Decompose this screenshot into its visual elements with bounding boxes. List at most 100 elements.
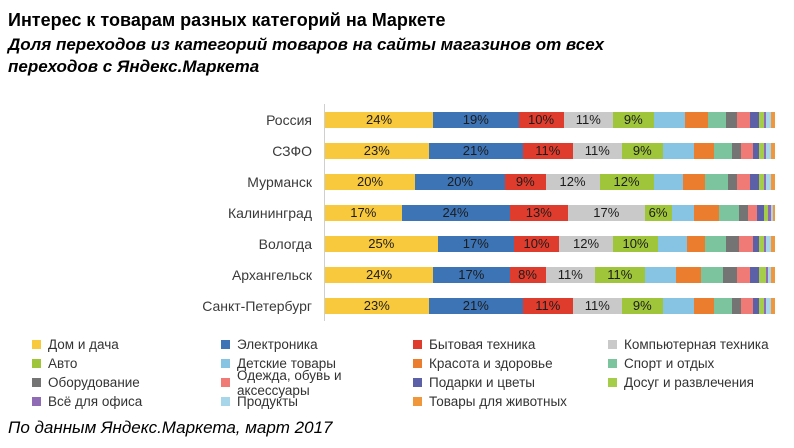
chart-row: Калининград 17% 24% 13% 17% 6% [8, 197, 784, 228]
legend-label: Всё для офиса [48, 394, 143, 409]
stacked-bar: 23% 21% 11% 11% 9% [325, 297, 775, 314]
bar-segment [739, 204, 748, 221]
legend-label: Авто [48, 356, 78, 371]
bar-segment [766, 266, 769, 283]
bar-segment: 21% [428, 142, 523, 159]
legend-item: Электроника [221, 335, 413, 354]
bar-segment: 11% [595, 266, 645, 283]
bar-axis-area: 17% 24% 13% 17% 6% [324, 197, 777, 228]
bar-segment [770, 297, 775, 314]
bar-axis-area: 23% 21% 11% 11% 9% [324, 290, 777, 321]
bar-segment: 23% [325, 142, 429, 159]
bar-segment [759, 142, 764, 159]
bar-segment: 9% [613, 111, 654, 128]
bar-segment: 9% [622, 297, 663, 314]
bar-segment [752, 235, 760, 252]
bar-segment [763, 111, 766, 128]
bar-segment [752, 297, 760, 314]
bar-segment [653, 173, 683, 190]
legend-label: Подарки и цветы [429, 375, 535, 390]
legend-label: Бытовая техника [429, 337, 536, 352]
bar-segment: 10% [613, 235, 658, 252]
legend-swatch-icon [608, 359, 617, 368]
bar-segment [682, 173, 706, 190]
bar-segment [770, 204, 773, 221]
bar-segment: 11% [563, 111, 613, 128]
bar-segment [763, 142, 766, 159]
stacked-bar: 20% 20% 9% 12% 12% [325, 173, 775, 190]
legend-item: Компьютерная техника [608, 335, 784, 354]
bar-segment [723, 266, 737, 283]
legend-label: Товары для животных [429, 394, 567, 409]
bar-segment: 10% [518, 111, 564, 128]
bar-segment: 23% [325, 297, 429, 314]
legend-item: Подарки и цветы [413, 373, 608, 392]
bar-segment [741, 297, 753, 314]
bar-segment [759, 266, 766, 283]
bar-segment: 20% [415, 173, 505, 190]
legend-swatch-icon [413, 378, 422, 387]
bar-segment [705, 173, 728, 190]
legend-item: Всё для офиса [32, 392, 221, 411]
legend-swatch-icon [221, 397, 230, 406]
legend-swatch-icon [413, 340, 422, 349]
bar-segment: 11% [572, 297, 622, 314]
row-label: СЗФО [272, 142, 312, 159]
bar-segment [763, 173, 766, 190]
bar-segment [725, 235, 739, 252]
bar-segment: 11% [523, 297, 573, 314]
bar-segment [714, 297, 733, 314]
legend-item: Дом и дача [32, 335, 221, 354]
bar-segment [718, 204, 739, 221]
bar-segment [750, 111, 760, 128]
bar-segment: 11% [545, 266, 595, 283]
bar-segment [736, 173, 751, 190]
bar-segment: 12% [545, 173, 600, 190]
bar-segment [685, 111, 708, 128]
legend-item: Красота и здоровье [413, 354, 608, 373]
bar-segment [759, 297, 764, 314]
bar-segment: 17% [568, 204, 645, 221]
stacked-bar: 24% 19% 10% 11% 9% [325, 111, 775, 128]
bar-segment [700, 266, 724, 283]
infographic-page: Интерес к товарам разных категорий на Ма… [8, 10, 784, 437]
legend-label: Оборудование [48, 375, 140, 390]
bar-segment [766, 297, 771, 314]
legend-item: Одежда, обувь и аксессуары [221, 368, 413, 398]
legend-item: Оборудование [32, 373, 221, 392]
bar-segment: 24% [325, 111, 433, 128]
bar-segment [707, 111, 726, 128]
bar-segment: 10% [514, 235, 559, 252]
row-label: Калининград [227, 204, 312, 221]
bar-segment [770, 235, 775, 252]
bar-segment [770, 142, 775, 159]
bar-segment [752, 142, 760, 159]
bar-segment [750, 173, 760, 190]
legend-item: Детские товары [221, 354, 413, 373]
legend-swatch-icon [413, 397, 422, 406]
page-subtitle: Доля переходов из категорий товаров на с… [8, 35, 604, 76]
bar-segment [705, 235, 726, 252]
bar-axis-area: 23% 21% 11% 11% 9% [324, 135, 777, 166]
bar-segment: 8% [509, 266, 546, 283]
legend-label: Компьютерная техника [624, 337, 769, 352]
bar-segment [772, 204, 775, 221]
legend-label: Электроника [237, 337, 318, 352]
row-label: Архангельск [231, 266, 312, 283]
bar-segment [770, 266, 775, 283]
bar-segment [662, 297, 694, 314]
chart-row: Вологда 25% 17% 10% 12% 10% [8, 228, 784, 259]
bar-segment: 25% [325, 235, 438, 252]
stacked-bar: 25% 17% 10% 12% 10% [325, 235, 775, 252]
bar-axis-area: 24% 17% 8% 11% 11% [324, 259, 777, 290]
legend-item: Продукты [221, 392, 413, 411]
row-label: Вологда [258, 235, 312, 252]
legend-swatch-icon [32, 378, 41, 387]
bar-segment [770, 173, 775, 190]
bar-segment [694, 204, 719, 221]
bar-segment: 9% [505, 173, 546, 190]
row-label: Мурманск [247, 173, 312, 190]
bar-segment [694, 297, 715, 314]
bar-segment [766, 173, 771, 190]
stacked-bar: 17% 24% 13% 17% 6% [325, 204, 775, 221]
